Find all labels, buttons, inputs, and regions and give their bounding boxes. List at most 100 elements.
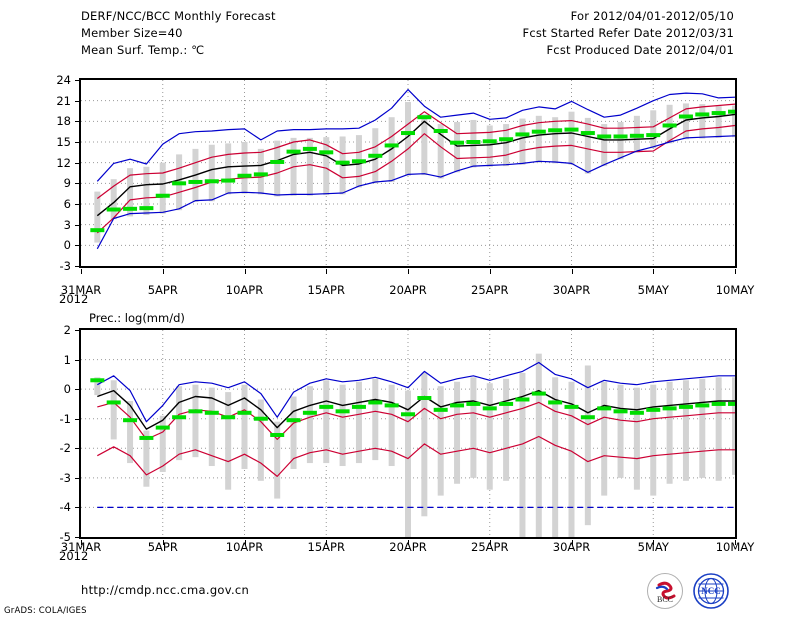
y-axis-tick-label: 21 [56, 93, 71, 108]
y-axis-tick-label: 3 [63, 217, 71, 232]
y-axis-tick-mark [75, 507, 80, 509]
y-axis-tick-mark [75, 448, 80, 450]
x-axis-tick-mark [81, 269, 82, 274]
x-axis-tick-label: 25APR [471, 283, 509, 297]
x-axis-tick-mark [489, 540, 491, 545]
x-axis-tick-label: 31MAR [60, 540, 102, 554]
x-axis-tick-label: 5APR [147, 283, 178, 297]
y-axis-tick-label: 0 [63, 382, 71, 397]
y-axis-tick-mark [75, 204, 80, 205]
x-axis-tick-label: 30APR [552, 540, 591, 554]
ncc-logo: NCC [692, 572, 730, 610]
bcc-logo: BCC [646, 572, 684, 610]
x-axis-tick-label: 10APR [225, 540, 264, 554]
variable-label: Mean Surf. Temp.: ℃ [81, 43, 205, 57]
x-axis-tick-mark [735, 540, 736, 545]
y-axis-tick-mark [75, 121, 80, 123]
y-axis-tick-mark [75, 266, 80, 267]
chart-title: Prec.: log(mm/d) [89, 311, 185, 325]
y-axis-tick-mark [75, 224, 80, 226]
x-axis-tick-mark [408, 540, 409, 545]
x-axis-tick-mark [571, 269, 573, 274]
y-axis-tick-mark [75, 100, 80, 102]
y-axis-tick-label: 12 [56, 155, 71, 170]
y-axis-tick-mark [75, 330, 80, 331]
ensemble-spread-bars [94, 353, 735, 537]
y-axis-tick-label: 18 [56, 114, 71, 129]
x-axis-tick-mark [571, 540, 573, 545]
x-axis-tick-mark [408, 269, 409, 274]
x-axis-tick-label: 25APR [471, 540, 509, 554]
ncc-glyph: NCC [693, 573, 729, 609]
observed-markers [90, 109, 735, 233]
x-axis-tick-mark [162, 540, 164, 545]
series-upper-inner-percentile [96, 103, 735, 199]
y-axis-tick-mark [75, 245, 80, 247]
y-axis-tick-mark [75, 418, 80, 420]
x-axis-tick-label: 5MAY [637, 283, 669, 297]
x-axis-tick-mark [653, 269, 655, 274]
x-axis-tick-label: 31MAR [60, 283, 102, 297]
y-axis-tick-mark [75, 142, 80, 143]
y-axis-tick-label: -1 [59, 411, 71, 426]
y-axis-tick-mark [75, 183, 80, 185]
y-axis-tick-label: -3 [59, 470, 71, 485]
y-axis-tick-mark [75, 537, 80, 538]
y-axis-tick-label: -2 [59, 441, 71, 456]
series-lower-inner-percentile [96, 124, 735, 234]
series-lower-outer-percentile [96, 135, 735, 250]
observed-markers [90, 378, 735, 440]
forecast-title: DERF/NCC/BCC Monthly Forecast [81, 9, 276, 23]
x-axis-tick-label: 30APR [552, 283, 591, 297]
x-axis-tick-label: 5APR [147, 540, 178, 554]
x-axis-tick-mark [653, 540, 655, 545]
svg-text:NCC: NCC [701, 586, 721, 596]
series-ensemble-mean [96, 113, 735, 217]
agency-url[interactable]: http://cmdp.ncc.cma.gov.cn [81, 583, 250, 597]
grads-credit: GrADS: COLA/IGES [4, 606, 87, 616]
x-axis-tick-label: 20APR [389, 540, 427, 554]
series-ensemble-mean [97, 389, 735, 430]
y-axis-tick-label: 15 [56, 135, 71, 149]
series-upper-inner-percentile [97, 401, 735, 441]
plot-canvas [81, 330, 735, 537]
x-axis-tick-label: 5MAY [637, 540, 669, 554]
plot-canvas [81, 80, 735, 266]
y-axis-tick-label: 2 [63, 323, 71, 337]
y-axis-tick-mark [75, 162, 80, 164]
y-axis-tick-mark [75, 359, 80, 361]
member-size-label: Member Size=40 [81, 26, 183, 40]
y-axis-tick-label: 1 [63, 352, 71, 367]
ensemble-spread-bars [94, 102, 735, 243]
fcst-started-label: Fcst Started Refer Date 2012/03/31 [522, 26, 734, 40]
x-axis-tick-label: 10APR [225, 283, 264, 297]
x-axis-tick-mark [244, 540, 246, 545]
y-axis-tick-mark [75, 389, 80, 391]
x-axis-year-label: 2012 [59, 549, 89, 563]
series-upper-outer-percentile [96, 89, 735, 182]
x-axis-tick-label: 10MAY [715, 283, 755, 297]
x-axis-tick-mark [162, 269, 164, 274]
x-axis-tick-mark [326, 540, 328, 545]
x-axis-year-label: 2012 [59, 292, 89, 306]
bcc-glyph: BCC [647, 573, 683, 609]
x-axis-tick-mark [326, 269, 328, 274]
x-axis-tick-label: 15APR [307, 540, 345, 554]
y-axis-tick-label: 24 [56, 73, 71, 87]
x-axis-tick-mark [81, 540, 82, 545]
svg-text:BCC: BCC [657, 595, 673, 604]
x-axis-tick-label: 15APR [307, 283, 345, 297]
y-axis-tick-label: 9 [63, 176, 71, 191]
forecast-period-label: For 2012/04/01-2012/05/10 [570, 9, 734, 23]
x-axis-tick-label: 10MAY [715, 540, 755, 554]
x-axis-tick-label: 20APR [389, 283, 427, 297]
y-axis-tick-label: 6 [63, 197, 71, 211]
y-axis-tick-label: -4 [59, 500, 71, 515]
y-axis-tick-label: -3 [59, 259, 71, 273]
y-axis-tick-mark [75, 477, 80, 479]
fcst-produced-label: Fcst Produced Date 2012/04/01 [546, 43, 734, 57]
header-block: DERF/NCC/BCC Monthly Forecast Member Siz… [0, 0, 800, 64]
x-axis-tick-mark [735, 269, 736, 274]
y-axis-tick-label: -5 [59, 530, 71, 544]
x-axis-tick-mark [244, 269, 246, 274]
